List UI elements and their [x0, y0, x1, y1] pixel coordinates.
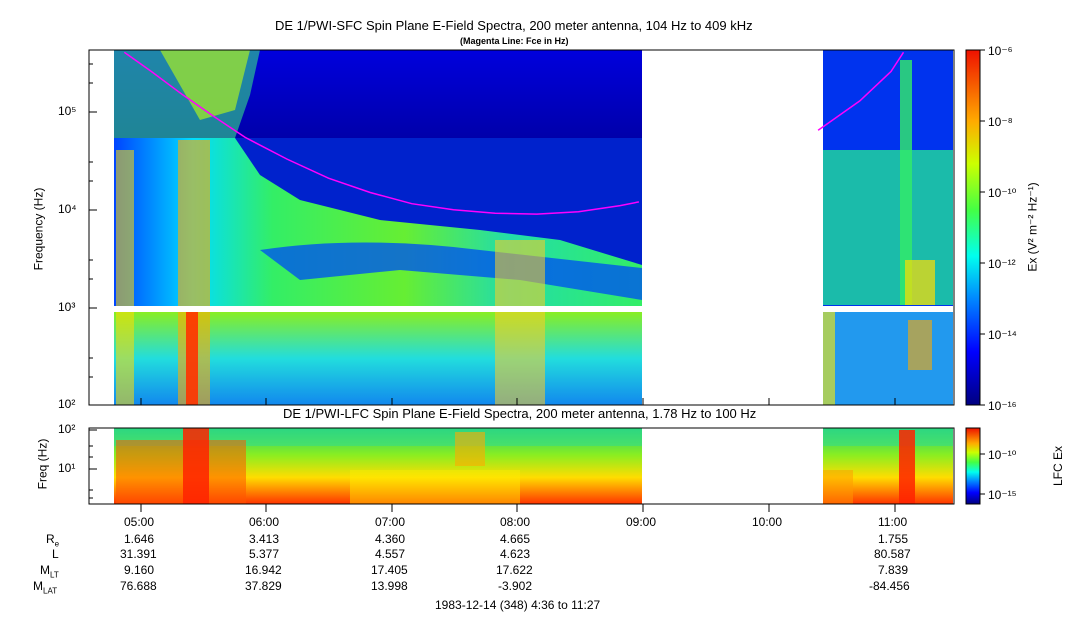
ephemeris-value: 9.160 — [124, 563, 155, 577]
ephemeris-value: 7.839 — [878, 563, 909, 577]
panel1-colorbar-tick-label: 10⁻¹⁴ — [988, 328, 1017, 342]
ephemeris-value: 13.998 — [371, 579, 408, 593]
ephemeris-label-re: Re — [46, 532, 60, 549]
ephemeris-value: 17.405 — [371, 563, 408, 577]
ephemeris-value: -3.902 — [498, 579, 533, 593]
fce-series-line — [123, 51, 640, 215]
x-tick-label: 11:00 — [878, 515, 908, 529]
panel2-colorbar-label: LFC Ex — [1051, 445, 1066, 487]
panel2-y-ticks — [89, 429, 97, 499]
x-tick-label: 08:00 — [500, 515, 531, 529]
panel2-colorbar-ticks — [980, 453, 985, 495]
panel2-colorbar — [965, 427, 981, 505]
ephemeris-value: 3.413 — [249, 532, 280, 546]
ephemeris-value: 5.377 — [249, 547, 280, 561]
ephemeris-value: 4.623 — [500, 547, 531, 561]
panel2-y-tick-label: 10¹ — [58, 461, 76, 475]
panel2-colorbar-tick-label: 10⁻¹⁰ — [988, 448, 1017, 462]
ephemeris-value: 4.557 — [375, 547, 406, 561]
x-tick-label: 10:00 — [752, 515, 783, 529]
panel1-y-tick-label: 10⁵ — [58, 104, 77, 118]
x-tick-label: 09:00 — [626, 515, 657, 529]
panel1-y-ticks — [89, 63, 97, 406]
ephemeris-value: 4.360 — [375, 532, 406, 546]
panel1-colorbar-tick-label: 10⁻⁶ — [988, 44, 1013, 58]
panel2-y-tick-label: 10² — [58, 422, 76, 436]
panel1-y-tick-label: 10² — [58, 397, 76, 411]
panel2-frame — [88, 427, 955, 505]
ephemeris-label-mlt: MLT — [40, 563, 59, 580]
panel1-title: DE 1/PWI-SFC Spin Plane E-Field Spectra,… — [275, 18, 753, 33]
ephemeris-label-l: L — [52, 547, 59, 561]
panel1-colorbar-ticks — [980, 49, 985, 406]
panel1-colorbar-tick-label: 10⁻⁸ — [988, 115, 1013, 129]
x-ticks — [140, 398, 896, 512]
panel1-frame — [88, 49, 955, 406]
ephemeris-value: 1.755 — [878, 532, 909, 546]
fce-series-line-post-gap — [817, 51, 905, 131]
panel1-colorbar-tick-label: 10⁻¹⁶ — [988, 399, 1017, 413]
ephemeris-value: 4.665 — [500, 532, 531, 546]
panel1-spectrogram — [114, 50, 954, 406]
ephemeris-value: 1.646 — [124, 532, 155, 546]
panel1-subtitle: (Magenta Line: Fce in Hz) — [460, 36, 569, 46]
panel1-colorbar — [965, 49, 981, 406]
ephemeris-value: -84.456 — [869, 579, 910, 593]
panel2-title: DE 1/PWI-LFC Spin Plane E-Field Spectra,… — [283, 406, 757, 421]
ephemeris-value: 37.829 — [245, 579, 282, 593]
x-tick-label: 06:00 — [249, 515, 280, 529]
date-range-footer: 1983-12-14 (348) 4:36 to 11:27 — [435, 598, 601, 612]
panel1-y-tick-label: 10³ — [58, 300, 76, 314]
ephemeris-value: 16.942 — [245, 563, 282, 577]
x-tick-label: 05:00 — [124, 515, 155, 529]
x-tick-label: 07:00 — [375, 515, 406, 529]
ephemeris-value: 80.587 — [874, 547, 911, 561]
panel1-y-tick-label: 10⁴ — [58, 202, 77, 216]
panel2-colorbar-tick-label: 10⁻¹⁵ — [988, 488, 1017, 502]
panel2-spectrogram — [114, 428, 953, 504]
ephemeris-label-mlat: MLAT — [33, 579, 58, 596]
ephemeris-value: 31.391 — [120, 547, 157, 561]
ephemeris-value: 76.688 — [120, 579, 157, 593]
ephemeris-value: 17.622 — [496, 563, 533, 577]
panel1-colorbar-label: Ex (V² m⁻² Hz⁻¹) — [1025, 182, 1040, 272]
panel1-colorbar-tick-label: 10⁻¹² — [988, 257, 1016, 271]
panel1-colorbar-tick-label: 10⁻¹⁰ — [988, 186, 1017, 200]
